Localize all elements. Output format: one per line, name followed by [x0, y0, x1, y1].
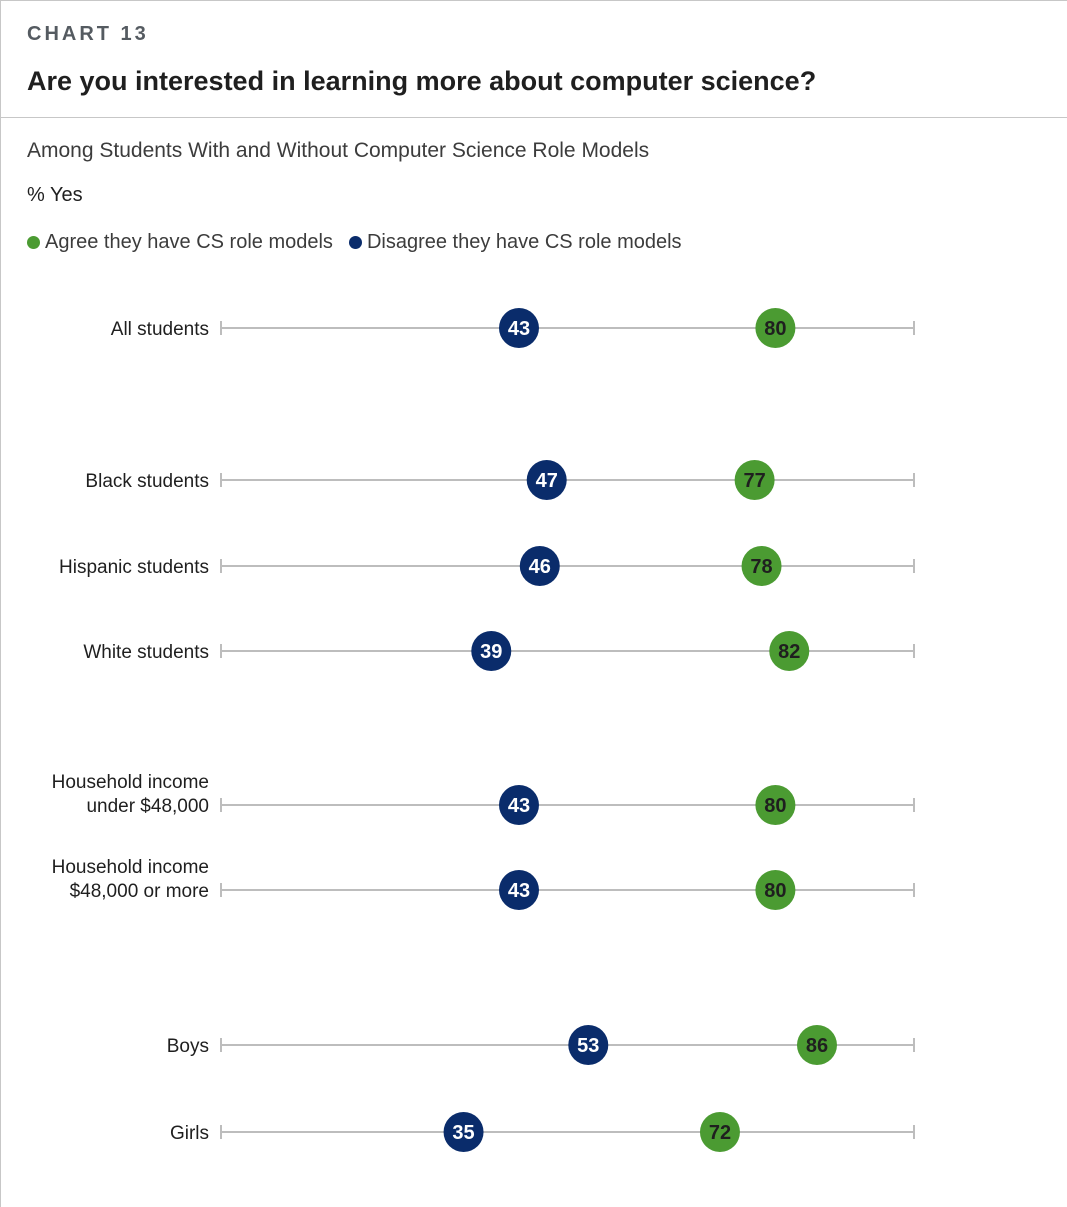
dot-label-agree: 72: [709, 1122, 731, 1144]
dot-disagree: [443, 1112, 484, 1152]
legend: Agree they have CS role models Disagree …: [27, 231, 698, 254]
dot-agree: [755, 870, 796, 910]
dot-label-agree: 86: [806, 1035, 828, 1057]
dot-label-disagree: 43: [508, 795, 530, 817]
dot-label-agree: 80: [764, 880, 786, 902]
dot-disagree: [471, 631, 512, 671]
title-divider: [0, 117, 1067, 118]
chart-subtitle: Among Students With and Without Computer…: [27, 139, 650, 162]
dot-label-disagree: 35: [452, 1122, 474, 1144]
dot-disagree: [498, 785, 539, 825]
legend-swatch-agree: [27, 236, 40, 249]
row-label: Hispanic students: [59, 557, 209, 578]
dot-disagree: [519, 546, 560, 586]
row-label: White students: [83, 642, 209, 663]
dot-disagree: [526, 460, 567, 500]
dot-label-disagree: 53: [577, 1035, 599, 1057]
dot-agree: [769, 631, 810, 671]
dot-agree: [796, 1025, 837, 1065]
dot-label-disagree: 46: [529, 556, 551, 578]
row-label: Household income: [52, 772, 209, 793]
dot-agree: [755, 308, 796, 348]
dot-label-agree: 80: [764, 795, 786, 817]
unit-label: % Yes: [27, 184, 83, 206]
legend-item-disagree: Disagree they have CS role models: [348, 231, 682, 254]
legend-label-disagree: Disagree they have CS role models: [366, 231, 682, 253]
row-label: Household income: [52, 857, 209, 878]
dot-label-disagree: 39: [480, 641, 502, 663]
legend-label-agree: Agree they have CS role models: [45, 231, 333, 253]
dot-agree: [755, 785, 796, 825]
row-label: Boys: [167, 1036, 209, 1057]
dot-label-agree: 78: [750, 556, 772, 578]
dot-label-agree: 77: [743, 470, 765, 492]
dot-disagree: [498, 870, 539, 910]
row-label: Girls: [170, 1123, 209, 1144]
dot-label-disagree: 43: [508, 880, 530, 902]
dot-disagree: [568, 1025, 609, 1065]
dot-label-agree: 80: [764, 318, 786, 340]
row-label: $48,000 or more: [70, 881, 209, 902]
dot-label-agree: 82: [778, 641, 800, 663]
dot-disagree: [498, 308, 539, 348]
dot-agree: [734, 460, 775, 500]
row-label: Black students: [85, 471, 209, 492]
legend-swatch-disagree: [348, 236, 362, 249]
dot-label-disagree: 43: [508, 318, 530, 340]
dot-label-disagree: 47: [536, 470, 558, 492]
dot-agree: [741, 546, 782, 586]
legend-item-agree: Agree they have CS role models: [27, 231, 333, 254]
dot-agree: [699, 1112, 740, 1152]
chart-number: CHART 13: [27, 23, 149, 45]
row-label: All students: [111, 319, 209, 340]
row-label: under $48,000: [86, 796, 209, 817]
chart-title: Are you interested in learning more abou…: [27, 66, 817, 96]
